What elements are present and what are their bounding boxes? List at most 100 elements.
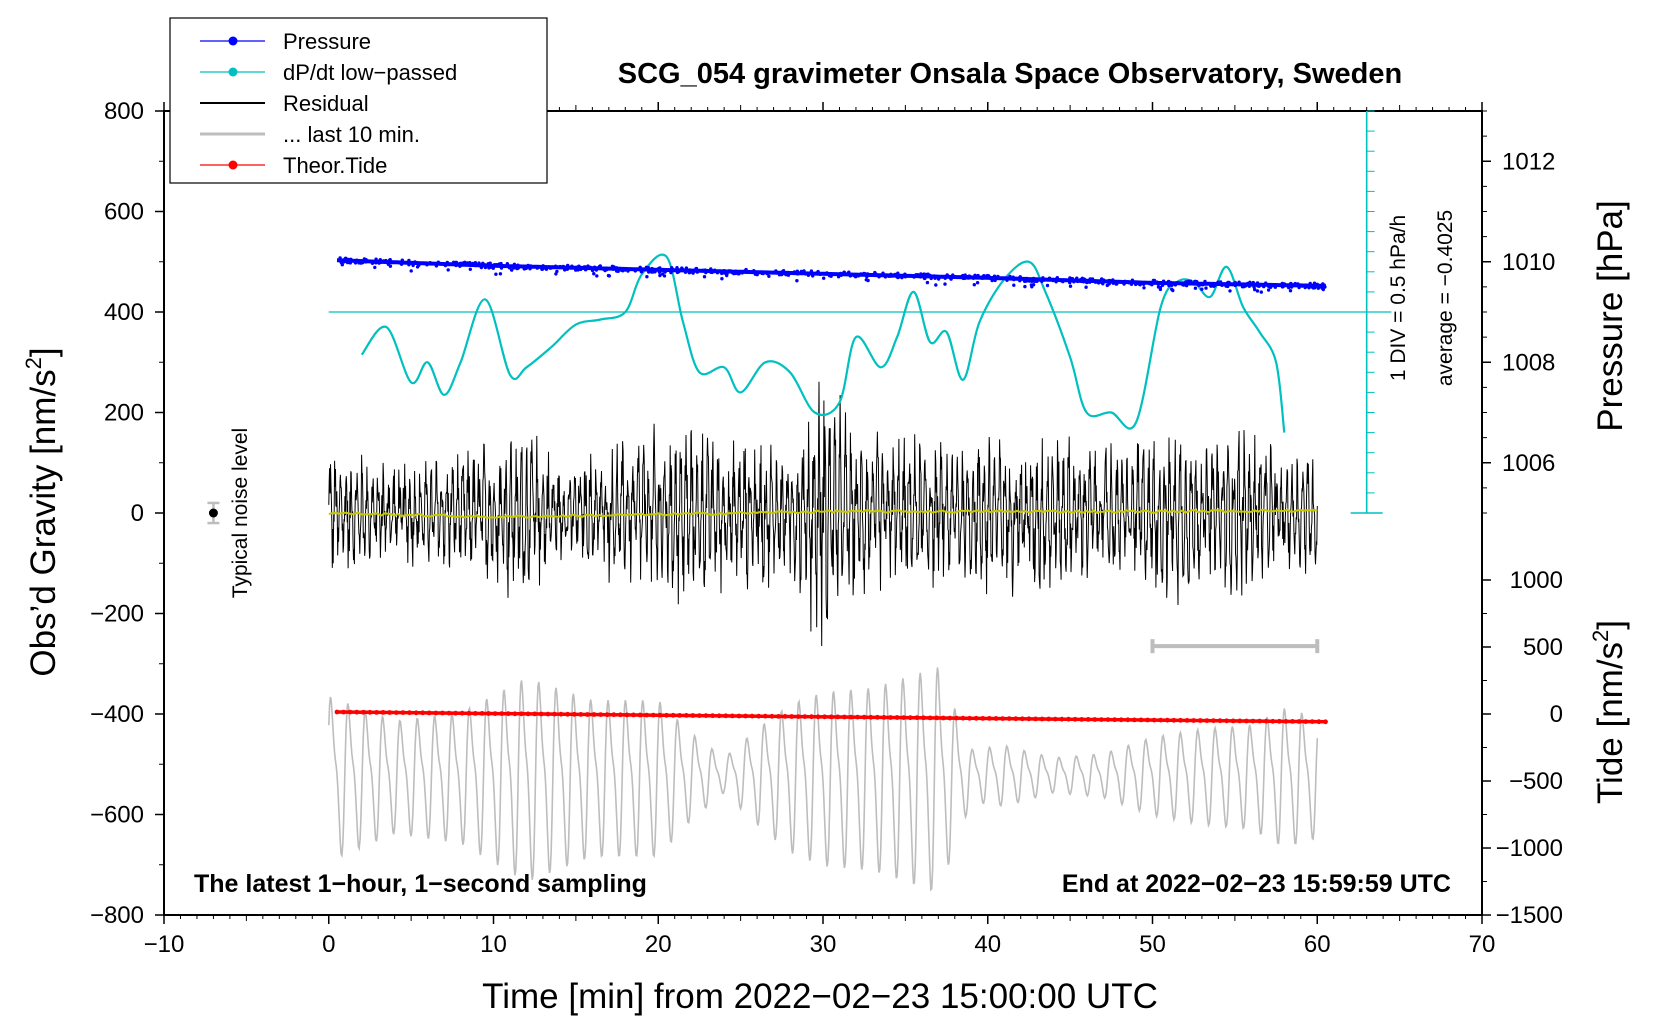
theor-tide-point (1099, 717, 1104, 722)
legend-label: dP/dt low−passed (283, 60, 457, 85)
theor-tide-point (1171, 717, 1177, 723)
pressure-point (1111, 281, 1116, 285)
pressure-point (594, 268, 599, 272)
pressure-point (1054, 280, 1058, 284)
pressure-point (694, 266, 698, 271)
theor-tide-point (466, 710, 472, 716)
pressure-point (1173, 282, 1177, 286)
pressure-point (1264, 281, 1268, 285)
theor-tide-point (888, 715, 893, 720)
noise-level-label: Typical noise level (229, 428, 252, 598)
pressure-point (704, 270, 708, 275)
theor-tide-point (1211, 718, 1216, 724)
pressure-point (434, 264, 439, 268)
theor-tide-point (650, 712, 656, 718)
pressure-point (1200, 287, 1204, 291)
theor-tide-point (710, 713, 715, 719)
pressure-point (1233, 280, 1237, 285)
pressure-point (760, 271, 764, 276)
pressure-point (1201, 283, 1205, 287)
pressure-point (900, 274, 904, 278)
theor-tide-point (499, 711, 505, 716)
pressure-point (528, 267, 532, 271)
pressure-point (489, 265, 493, 269)
theor-tide-point (1217, 718, 1223, 724)
pressure-point (997, 276, 1002, 280)
pressure-point (896, 271, 900, 275)
pressure-point (1115, 282, 1119, 286)
pressure-point (460, 261, 464, 266)
pressure-point (1188, 279, 1193, 283)
theor-tide-point (677, 713, 683, 718)
pressure-point (342, 260, 346, 264)
pressure-point (818, 272, 822, 276)
theor-tide-point (1290, 719, 1295, 724)
pressure-point (767, 274, 771, 278)
theor-tide-point (479, 711, 485, 716)
theor-tide-point (341, 709, 346, 715)
theor-tide-point (914, 715, 920, 721)
pressure-point (992, 274, 997, 278)
pressure-point (1233, 283, 1237, 288)
theor-tide-point (815, 714, 821, 720)
theor-tide-point (374, 710, 379, 715)
pressure-point (396, 260, 400, 264)
pressure-point (348, 261, 352, 265)
legend-label: Theor.Tide (283, 153, 387, 178)
theor-tide-point (453, 710, 458, 716)
pressure-point (733, 271, 738, 276)
pressure-point (364, 259, 368, 264)
pressure-point (1289, 281, 1293, 286)
theor-tide-point (1191, 718, 1197, 723)
pressure-point (720, 271, 724, 276)
theor-tide-point (901, 715, 907, 720)
pressure-point (590, 268, 595, 273)
y-tick-label: 200 (104, 400, 144, 427)
pressure-point (623, 268, 627, 272)
y-tick-label: −200 (90, 601, 144, 628)
pressure-point (458, 264, 462, 268)
theor-tide-point (1224, 718, 1229, 724)
last-10-min-line (328, 667, 1319, 892)
theor-tide-point (1013, 716, 1019, 722)
pressure-point (1170, 287, 1174, 291)
pressure-point (856, 274, 861, 278)
y-tick-label: 0 (131, 500, 144, 527)
pressure-point (1068, 284, 1073, 288)
pressure-point (737, 272, 741, 276)
pressure-point (1267, 283, 1271, 288)
theor-tide-point (1296, 719, 1302, 724)
pressure-point (1262, 284, 1266, 288)
theor-tide-point (492, 711, 498, 716)
x-tick-label: 70 (1469, 931, 1496, 958)
pressure-point (1255, 289, 1260, 293)
pressure-point (468, 261, 472, 265)
theor-tide-point (1270, 718, 1276, 724)
pressure-point (388, 264, 393, 268)
pressure-point (786, 273, 791, 277)
tide-tick-label: 1000 (1510, 567, 1563, 594)
pressure-point (548, 266, 553, 270)
pressure-point (541, 266, 546, 270)
theor-tide-point (387, 710, 393, 715)
tide-axis-label-text: Tide [nm/s (1591, 642, 1630, 804)
pressure-point (1237, 280, 1241, 284)
pressure-point (815, 271, 819, 275)
theor-tide-point (868, 714, 874, 720)
pressure-point (407, 263, 411, 267)
theor-tide-point (716, 713, 722, 719)
pressure-point (932, 274, 936, 278)
pressure-point (864, 278, 868, 282)
theor-tide-point (881, 715, 887, 720)
theor-tide-point (947, 715, 953, 721)
pressure-point (1138, 281, 1143, 286)
theor-tide-point (611, 712, 617, 718)
pressure-point (443, 263, 448, 268)
pressure-point (846, 271, 851, 275)
theor-tide-point (360, 709, 366, 715)
theor-tide-point (1277, 718, 1282, 724)
dpdt-average-label: average = −0.4025 (1434, 210, 1457, 386)
pressure-point (1303, 285, 1307, 290)
theor-tide-point (683, 713, 689, 718)
